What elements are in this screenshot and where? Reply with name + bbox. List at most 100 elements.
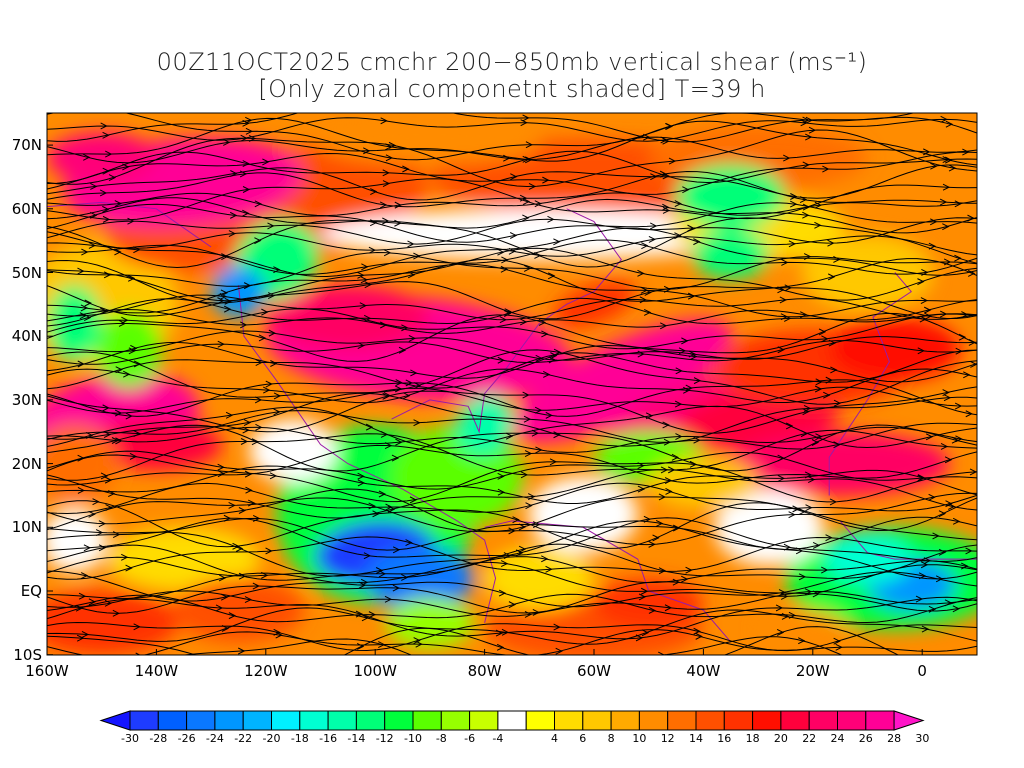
streamline-arrow: [650, 173, 658, 181]
streamline-arrow: [220, 593, 229, 601]
chart-title: 00Z11OCT2025 cmchr 200−850mb vertical sh…: [156, 48, 868, 76]
streamline-arrow: [778, 589, 787, 596]
streamline-arrow: [814, 385, 823, 393]
lat-label: 50N: [11, 263, 42, 282]
colorbar-label: 16: [717, 732, 732, 745]
streamline-arrow: [541, 555, 549, 563]
streamline-arrow: [128, 347, 136, 355]
streamline: [47, 297, 977, 327]
streamline-arrow: [777, 474, 786, 482]
streamline: [47, 136, 977, 164]
streamline-arrow: [380, 430, 389, 438]
streamline: [47, 517, 977, 562]
streamline: [47, 596, 977, 640]
streamline-arrow: [518, 672, 524, 678]
streamline-arrow: [808, 126, 817, 134]
streamline-arrow: [637, 350, 645, 358]
streamline-arrow: [542, 176, 550, 184]
streamline-arrow: [218, 574, 227, 582]
streamline-arrow: [405, 539, 413, 547]
streamline-arrow: [245, 116, 253, 124]
colorbar-box: [271, 710, 301, 731]
colorbar-label: -22: [234, 732, 253, 745]
streamline-arrow: [664, 604, 673, 612]
streamline-arrow: [553, 238, 561, 246]
colorbar-low-arrow: [99, 710, 131, 731]
streamlines: [47, 113, 977, 678]
streamline-arrow: [239, 321, 248, 329]
streamline: [47, 543, 977, 581]
streamline-arrow: [127, 217, 135, 225]
streamline-arrow: [372, 510, 380, 518]
streamline-arrow: [825, 376, 833, 384]
streamline-arrow: [105, 113, 108, 114]
colorbar-box: [582, 710, 612, 731]
streamline-arrow: [409, 496, 418, 504]
streamline-arrow: [685, 384, 693, 392]
streamline-arrow: [83, 314, 92, 322]
streamline-arrow: [383, 249, 392, 257]
streamline-arrow: [923, 148, 931, 156]
streamline-arrow: [248, 135, 257, 142]
streamline-arrow: [88, 241, 97, 249]
lon-label: 80W: [467, 662, 502, 680]
streamline-arrow: [917, 278, 925, 286]
lat-label: 10S: [13, 645, 42, 664]
streamline-arrow: [497, 472, 505, 480]
streamline-arrow: [543, 371, 551, 378]
streamline-arrow: [800, 430, 809, 438]
streamline-arrow: [637, 269, 645, 277]
streamline-arrow: [659, 322, 668, 330]
streamline-arrow: [83, 153, 91, 161]
streamline-arrow: [269, 472, 278, 480]
streamline-arrow: [357, 271, 365, 279]
colorbar-label: 28: [887, 732, 902, 745]
streamline-arrow: [497, 356, 505, 364]
streamline-arrow: [641, 242, 649, 250]
lon-label: 160W: [25, 662, 69, 680]
shaded-field: [47, 125, 977, 655]
lon-label: 40W: [686, 662, 721, 680]
streamline-arrow: [553, 431, 561, 439]
streamline-arrow: [805, 116, 814, 124]
streamline-arrow: [217, 660, 223, 666]
streamline-arrow: [228, 501, 236, 509]
streamline-arrow: [777, 346, 785, 354]
streamline-arrow: [665, 488, 673, 495]
streamline-arrow: [263, 386, 271, 394]
streamline: [47, 113, 977, 161]
shear-region: [801, 234, 934, 311]
colorbar-box: [808, 710, 839, 731]
streamline-arrow: [954, 254, 962, 262]
streamline-arrow: [402, 165, 410, 173]
streamline: [47, 164, 977, 201]
streamline-arrow: [135, 652, 141, 655]
lat-label: 70N: [11, 136, 42, 155]
streamline: [47, 251, 977, 290]
streamline-arrow: [252, 582, 260, 590]
streamline-arrow: [545, 565, 553, 573]
streamline-arrow: [255, 359, 263, 366]
streamline-arrow: [833, 441, 841, 449]
streamline: [47, 590, 977, 617]
streamline-arrow: [520, 119, 528, 127]
streamline-arrow: [382, 180, 391, 187]
streamline-arrow: [392, 546, 401, 554]
streamline-arrow: [693, 436, 701, 444]
streamline-arrow: [114, 409, 123, 417]
streamline: [47, 192, 977, 217]
streamline-arrow: [961, 311, 969, 319]
streamline-arrow: [920, 561, 929, 569]
streamline: [47, 113, 916, 143]
lon-label: 140W: [134, 662, 179, 680]
streamline-arrow: [534, 406, 543, 414]
streamline-arrow: [672, 578, 680, 586]
colorbar-label: -30: [121, 732, 139, 745]
streamline-arrow: [693, 627, 701, 635]
lon-label: 120W: [244, 662, 288, 680]
shear-region: [594, 578, 704, 630]
streamline-arrow: [270, 360, 278, 367]
streamline-arrow: [525, 502, 533, 510]
streamline-arrow: [641, 629, 650, 637]
streamline-arrow: [229, 211, 238, 219]
